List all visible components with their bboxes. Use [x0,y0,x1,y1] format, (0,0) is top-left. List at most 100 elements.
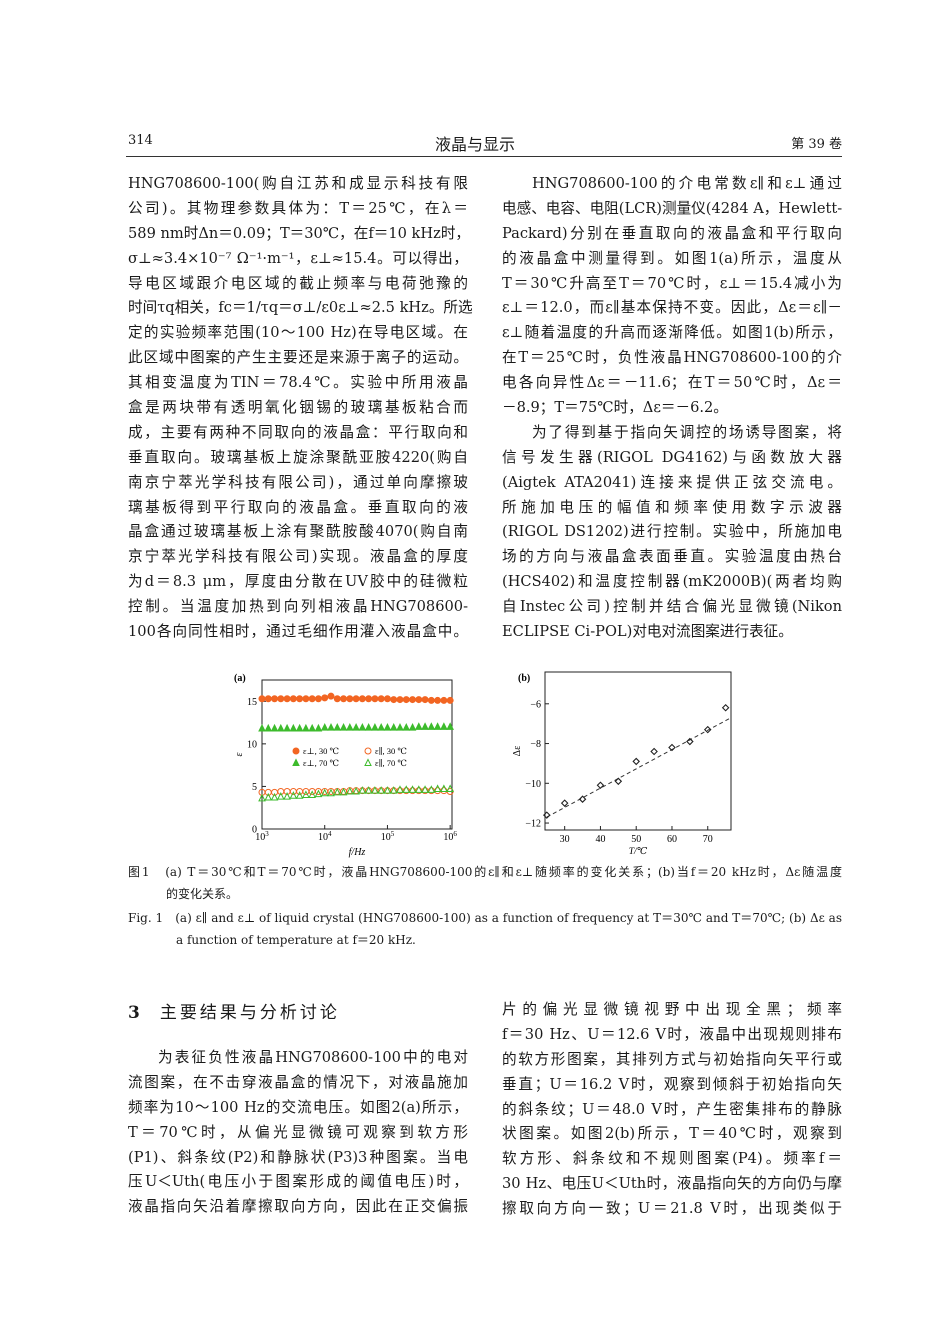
text-line: 电感、电容、电阻(LCR)测量仪(4284 A，Hewlett- [502,199,843,217]
data-point [327,723,335,731]
data-point [277,792,285,800]
data-point [333,723,342,731]
data-point [314,789,323,798]
data-point [421,696,429,704]
text-line: HNG708600-100(购自江苏和成显示科技有限 [128,175,468,192]
data-point [421,722,429,730]
text-line: Fig. 1 (a) ε∥ and ε⊥ of liquid crystal (… [128,911,842,925]
data-point [296,695,304,703]
text-line: －8.9；T＝75℃时，Δε＝－6.2。 [502,399,728,417]
data-point [377,695,385,703]
text-line: (P1)、斜条纹(P2)和静脉状(P3)3种图案。当电 [128,1148,468,1166]
data-point [258,793,266,802]
x-tick-label: 103 [255,830,269,843]
data-point [283,695,291,703]
text-line: 流图案，在不击穿液晶盒的情况下，对液晶施加 [128,1073,468,1091]
data-point [446,784,454,792]
data-point [320,723,329,731]
journal-title: 液晶与显示 [434,135,515,154]
text-line: 盒是两块带有透明氧化铟锡的玻璃基板粘合而 [128,399,468,417]
data-point [446,696,454,704]
data-point [302,695,310,703]
text-line: 此区域中图案的产生主要还是来源于离子的运动。 [128,349,468,367]
data-point [402,696,410,704]
fit-line [546,717,732,818]
text-line: 30 Hz、电压U＜Uth时，液晶指向矢的方向仍与摩 [502,1175,842,1193]
text-line: 信号发生器(RIGOL DG4162)与函数放大器 [502,448,842,466]
data-point [721,703,730,712]
data-point [289,791,298,799]
legend-marker [364,758,372,766]
text-line: f＝30 Hz、U＝12.6 V时，液晶中出现规则排布 [502,1025,842,1043]
text-line: 589 nm时Δn＝0.09；T＝30℃，在f＝10 kHz时， [128,224,471,242]
panel-label: (b) [518,673,530,684]
volume-label: 第 39 卷 [791,137,842,152]
text-line: 垂直；U＝16.2 V时，观察到倾斜于初始指向矢 [502,1075,842,1093]
y-tick-label: 15 [247,697,257,708]
text-line: 为d＝8.3 μm，厚度由分散在UV胶中的硅微粒 [128,573,468,591]
text-line: 的变化关系。 [166,887,239,901]
text-line: 片的偏光显微镜视野中出现全黑；频率 [502,1001,842,1018]
text-line: 所施加电压的幅值和频率使用数字示波器 [502,498,842,516]
text-line: 导电区域跟介电区域的截止频率与电荷弛豫的 [128,274,468,292]
data-point [414,722,423,730]
data-point [364,723,373,731]
legend-label: ε∥, 70 ℃ [375,758,407,768]
page-number: 314 [128,133,153,148]
figure-caption-chinese: 图1 (a) T＝30℃和T＝70℃时，液晶HNG708600-100的ε∥和ε… [128,861,842,905]
text-line: 液晶指向矢沿着摩擦取向方向，因此在正交偏振 [128,1198,468,1216]
data-point [320,788,329,797]
data-point [327,692,335,700]
x-axis-label: f/Hz [349,847,366,858]
data-point [327,788,335,797]
data-point [377,723,385,731]
y-tick-label: −6 [530,699,541,710]
data-point [352,695,360,703]
data-point [264,723,273,732]
data-point [277,723,285,732]
data-point [440,696,448,704]
data-point [333,787,342,796]
data-point [433,784,442,792]
data-point [427,722,436,730]
y-axis-label: ε [234,752,245,756]
data-point [302,723,310,732]
plot-frame [261,679,453,830]
data-point [270,723,279,732]
y-tick-label: 0 [252,825,257,836]
y-tick-label: −12 [525,819,541,830]
y-tick-label: 5 [252,782,257,793]
section-number: 3 [128,1003,140,1023]
data-point [258,723,266,732]
text-line: ECLIPSE Ci-POL)对电对流图案进行表征。 [502,623,793,641]
data-point [314,695,322,703]
data-point [668,743,676,752]
legend-marker [364,747,372,755]
text-line: 频率为10～100 Hz的交流电压。如图2(a)所示， [128,1098,468,1116]
data-point [371,786,379,794]
legend-marker [292,758,300,766]
data-point [703,725,712,734]
data-point [596,781,605,790]
text-line: HNG708600-100的介电常数ε∥和ε⊥通过 [532,175,842,192]
data-point [383,723,392,731]
text-line: 成，主要有两种不同取向的液晶盒：平行取向和 [128,423,468,441]
text-line: 京宁萃光学科技有限公司)实现。液晶盒的厚度 [128,548,468,566]
data-point [365,695,373,703]
text-line: 时间τq相关，fc＝1/τq＝σ⊥/ε0ε⊥≈2.5 kHz。所选 [128,299,473,317]
text-line: 的斜条纹；U＝48.0 V时，产生密集排布的静脉 [502,1100,842,1118]
data-point [339,723,348,731]
y-tick-label: −10 [525,779,541,790]
text-line: 场的方向与液晶盒表面垂直。实验温度由热台 [502,548,842,566]
data-point [440,722,448,730]
data-point [402,723,411,731]
panel-label: (a) [234,673,246,684]
text-line: 状图案。如图2(b)所示，T＝40℃时，观察到 [502,1125,842,1143]
data-point [389,723,398,731]
text-line: 100各向同性相时，通过毛细作用灌入液晶盒中。 [128,623,468,641]
text-line: 压U＜Uth(电压小于图案形成的阈值电压)时， [128,1173,468,1191]
text-line: 擦取向方向一致；U＝21.8 V时，出现类似于 [502,1200,842,1218]
data-point [383,695,391,703]
text-line: ε⊥＝12.0，而ε∥基本保持不变。因此，Δε＝ε∥－ [502,299,842,317]
text-column-bottom-right: 片的偏光显微镜视野中出现全黑；频率 f＝30 Hz、U＝12.6 V时，液晶中出现… [502,998,842,1222]
